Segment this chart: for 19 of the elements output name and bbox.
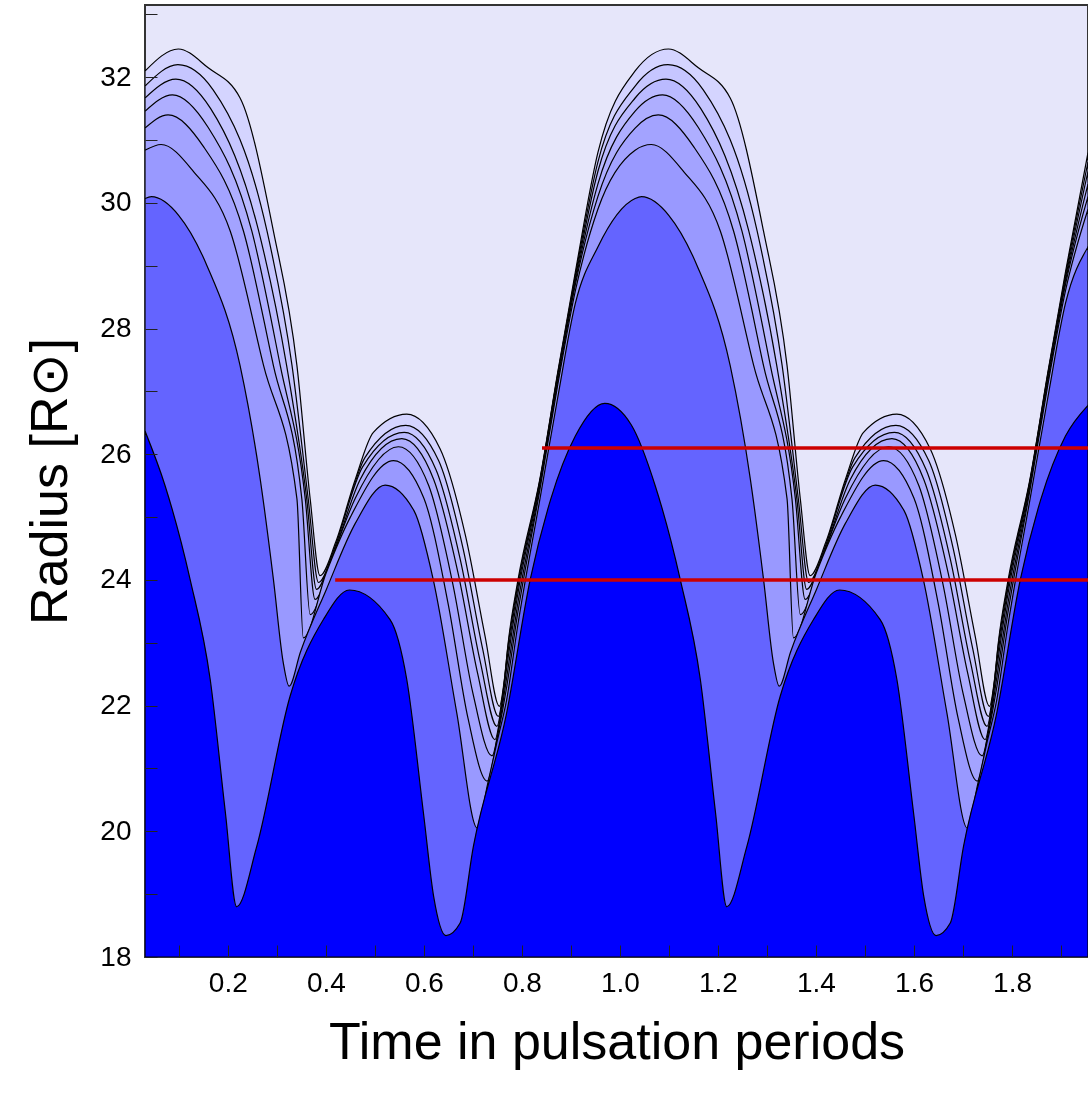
y-tick-label: 26 [100, 437, 132, 469]
y-axis-title: Radius [R⊙] [20, 338, 79, 625]
y-tick-label: 18 [100, 940, 132, 972]
y-tick-label: 24 [100, 563, 132, 595]
x-tick-label: 1.0 [600, 966, 640, 998]
y-tick-label: 32 [100, 60, 132, 92]
x-tick-label: 0.6 [404, 966, 444, 998]
y-tick-label: 30 [100, 186, 132, 218]
y-tick-label: 20 [100, 814, 132, 846]
x-tick-label: 0.8 [502, 966, 542, 998]
y-tick-label: 22 [100, 689, 132, 721]
x-tick-label: 1.8 [993, 966, 1032, 998]
y-tick-label: 28 [100, 312, 132, 344]
x-tick-label: 1.2 [698, 966, 738, 998]
x-axis-title: Time in pulsation periods [328, 1011, 906, 1070]
x-tick-label: 1.6 [895, 966, 934, 998]
x-tick-label: 0.4 [306, 966, 346, 998]
x-tick-label: 1.4 [797, 966, 836, 998]
x-tick-label: 0.2 [208, 966, 248, 998]
